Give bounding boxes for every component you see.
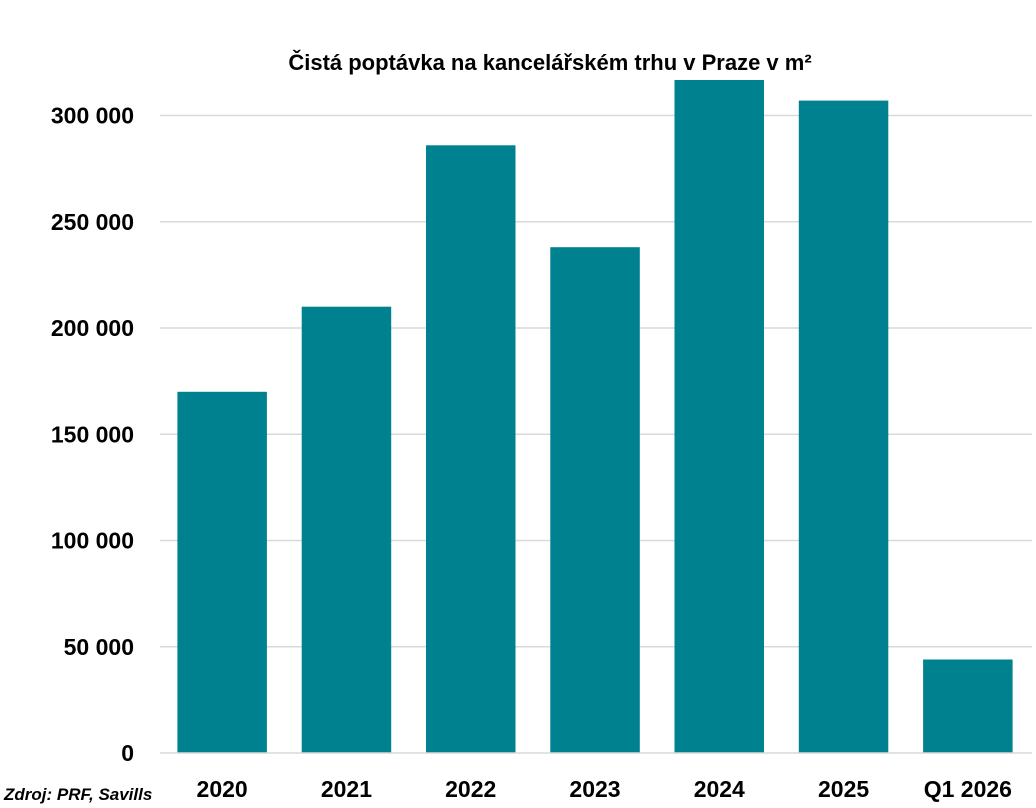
y-tick-label: 0 [121,740,134,766]
x-tick-label: 2024 [694,776,745,802]
bar-2024 [674,80,764,753]
bar-2021 [301,306,392,753]
y-tick-label: 100 000 [51,528,134,554]
y-tick-label: 150 000 [51,421,134,447]
x-tick-label: Q1 2026 [924,776,1012,802]
bar-2025 [798,100,889,754]
y-axis: 0 50 000 100 000 150 000 200 000 250 000 300 0… [51,103,134,767]
bar-2023 [550,247,640,753]
y-tick-label: 300 000 [51,103,134,129]
y-tick-label: 50 000 [64,634,134,660]
y-tick-label: 250 000 [51,209,134,235]
bar-q1-2026 [923,659,1013,753]
chart-title: Čistá poptávka na kancelářském trhu v Pr… [288,50,811,75]
x-axis: 2020 2021 2022 2023 2024 2025 Q1 2026 [160,752,1032,802]
bar-2020 [177,391,267,754]
y-tick-label: 200 000 [51,315,134,341]
x-tick-label: 2020 [197,776,248,802]
bar-2022 [426,145,516,754]
x-tick-label: 2021 [321,776,372,802]
bars [177,80,1013,754]
x-tick-label: 2022 [445,776,496,802]
x-tick-label: 2025 [818,776,869,802]
source-note: Zdroj: PRF, Savills [3,785,152,804]
x-tick-label: 2023 [569,776,620,802]
